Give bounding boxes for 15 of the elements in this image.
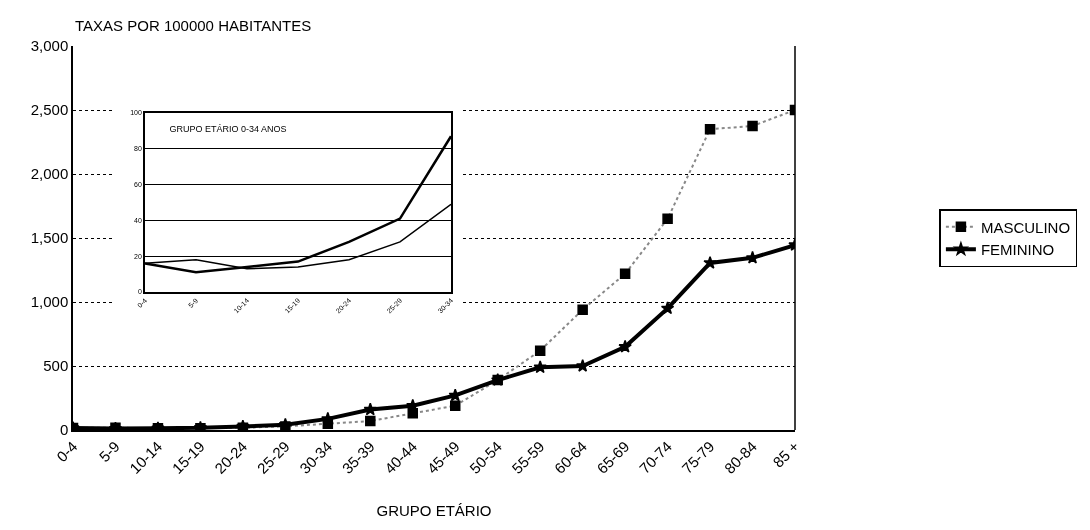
y-tick-label: 3,000 <box>30 37 69 55</box>
x-tick-label: 5-9 <box>95 437 123 466</box>
y-tick-label: 2,000 <box>30 165 69 183</box>
x-axis-title: GRUPO ETÁRIO <box>376 502 492 520</box>
y-tick-label: 1,000 <box>30 293 69 311</box>
legend-label: MASCULINO <box>980 218 1071 236</box>
y-tick-label: 1,500 <box>30 229 69 247</box>
x-tick-label: 0-4 <box>53 437 81 466</box>
y-axis-title: TAXAS POR 100000 HABITANTES <box>75 17 312 34</box>
y-tick-label: 0 <box>59 421 69 439</box>
legend-label: FEMININO <box>980 241 1055 259</box>
x-tick-label: 85 + <box>769 437 803 471</box>
text: GRUPO ETÁRIO 0-34 ANOS <box>169 123 287 134</box>
y-tick-label: 500 <box>43 357 69 375</box>
y-tick-label: 2,500 <box>30 101 69 119</box>
